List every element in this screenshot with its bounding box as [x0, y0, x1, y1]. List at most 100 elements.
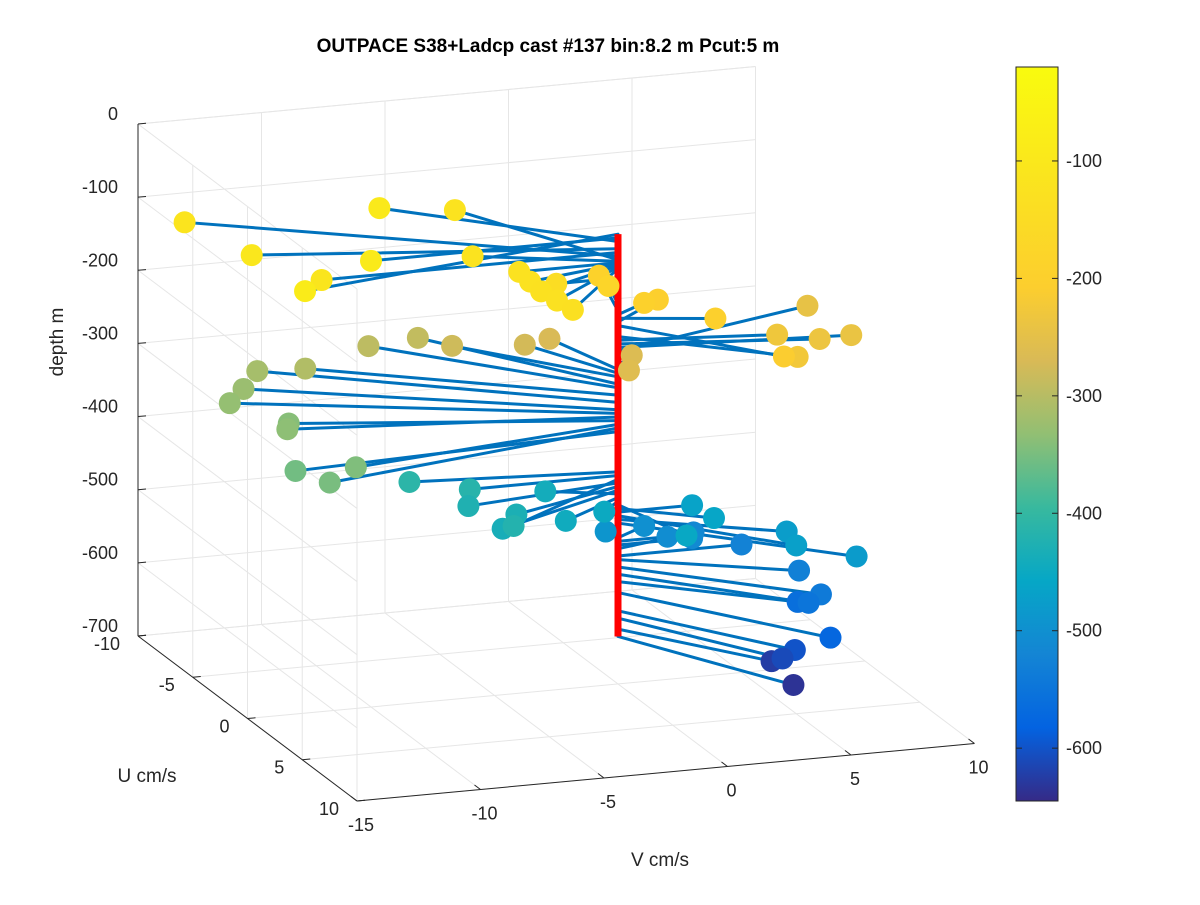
- velocity-marker: [319, 472, 341, 494]
- velocity-marker: [360, 250, 382, 272]
- velocity-marker: [246, 360, 268, 382]
- velocity-marker: [294, 280, 316, 302]
- velocity-marker: [595, 521, 617, 543]
- z-tick-mark: [138, 489, 146, 490]
- velocity-marker: [555, 510, 577, 532]
- stem: [356, 424, 618, 467]
- colorbar-tick-label: -300: [1066, 386, 1102, 406]
- y-tick-label: -10: [94, 634, 120, 654]
- x-tick-mark: [351, 796, 357, 801]
- x-tick-label: -10: [471, 803, 497, 823]
- x-axis-line: [357, 743, 975, 801]
- velocity-marker: [597, 275, 619, 297]
- z-tick-label: 0: [108, 104, 118, 124]
- velocity-marker: [731, 533, 753, 555]
- x-tick-mark: [969, 739, 975, 744]
- velocity-marker: [785, 535, 807, 557]
- z-tick-label: -500: [82, 470, 118, 490]
- z-tick-mark: [138, 416, 146, 417]
- velocity-marker: [174, 211, 196, 233]
- x-tick-label: 0: [726, 780, 736, 800]
- chart-title: OUTPACE S38+Ladcp cast #137 bin:8.2 m Pc…: [317, 36, 780, 57]
- x-tick-label: -15: [348, 815, 374, 835]
- stem: [296, 432, 619, 471]
- velocity-marker: [534, 480, 556, 502]
- colorbar-gradient: [1016, 67, 1058, 801]
- colorbar-tick-label: -200: [1066, 268, 1102, 288]
- velocity-marker: [773, 345, 795, 367]
- velocity-marker: [294, 358, 316, 380]
- colorbar-tick-label: -600: [1066, 738, 1102, 758]
- box-edge: [138, 67, 756, 125]
- x-tick-mark: [598, 773, 604, 778]
- velocity-marker: [766, 324, 788, 346]
- stem: [244, 389, 618, 410]
- x-axis-label: V cm/s: [631, 850, 689, 871]
- velocity-marker: [345, 456, 367, 478]
- velocity-marker: [703, 507, 725, 529]
- x-tick-label: -5: [600, 792, 616, 812]
- y-tick-mark: [302, 759, 310, 760]
- velocity-marker: [241, 244, 263, 266]
- y-tick-label: 10: [319, 799, 339, 819]
- velocity-marker: [676, 524, 698, 546]
- velocity-marker: [618, 359, 640, 381]
- velocity-marker: [820, 627, 842, 649]
- velocity-marker: [562, 299, 584, 321]
- x-tick-mark: [475, 785, 481, 790]
- velocity-marker: [276, 418, 298, 440]
- z-tick-mark: [138, 123, 146, 124]
- velocity-marker: [398, 471, 420, 493]
- velocity-marker: [633, 515, 655, 537]
- grid-line: [302, 702, 920, 760]
- velocity-marker: [656, 526, 678, 548]
- velocity-marker: [285, 460, 307, 482]
- y-tick-mark: [193, 677, 201, 678]
- velocity-marker: [444, 199, 466, 221]
- z-tick-label: -300: [82, 323, 118, 343]
- z-tick-label: -600: [82, 543, 118, 563]
- velocity-marker: [514, 334, 536, 356]
- velocity-marker: [704, 307, 726, 329]
- velocity-marker: [772, 647, 794, 669]
- velocity-marker: [796, 295, 818, 317]
- colorbar: -600 -500 -400 -300 -200 -100: [1016, 67, 1102, 801]
- velocity-marker: [798, 592, 820, 614]
- y-tick-mark: [138, 635, 146, 636]
- velocity-marker: [219, 392, 241, 414]
- z-tick-mark: [138, 196, 146, 197]
- y-tick-label: 0: [219, 716, 229, 736]
- velocity-marker: [846, 545, 868, 567]
- colorbar-tick-label: -400: [1066, 503, 1102, 523]
- velocity-marker: [503, 515, 525, 537]
- z-tick-mark: [138, 270, 146, 271]
- z-tick-mark: [138, 562, 146, 563]
- stem: [618, 544, 742, 556]
- z-tick-label: -400: [82, 397, 118, 417]
- velocity-marker: [462, 245, 484, 267]
- y-axis-label: U cm/s: [117, 766, 176, 787]
- velocity-marker: [357, 335, 379, 357]
- z-axis-label: depth m: [47, 308, 68, 377]
- stem: [618, 560, 799, 571]
- y-tick-mark: [357, 800, 365, 801]
- velocity-marker: [633, 292, 655, 314]
- z-tick-label: -200: [82, 250, 118, 270]
- velocity-marker: [407, 327, 429, 349]
- velocity-marker: [368, 197, 390, 219]
- colorbar-tick-label: -500: [1066, 621, 1102, 641]
- z-tick-label: -100: [82, 177, 118, 197]
- grid-line: [138, 140, 756, 198]
- axis-tick-labels: -700-600-500-400-300-200-1000-10-50510-1…: [82, 104, 989, 835]
- velocity-marker: [539, 328, 561, 350]
- y-tick-mark: [248, 718, 256, 719]
- colorbar-tick-label: -100: [1066, 151, 1102, 171]
- z-tick-mark: [138, 343, 146, 344]
- velocity-marker: [840, 324, 862, 346]
- velocity-marker: [681, 494, 703, 516]
- velocity-marker: [788, 560, 810, 582]
- z-tick-label: -700: [82, 616, 118, 636]
- stem: [230, 403, 618, 413]
- velocity-marker: [782, 674, 804, 696]
